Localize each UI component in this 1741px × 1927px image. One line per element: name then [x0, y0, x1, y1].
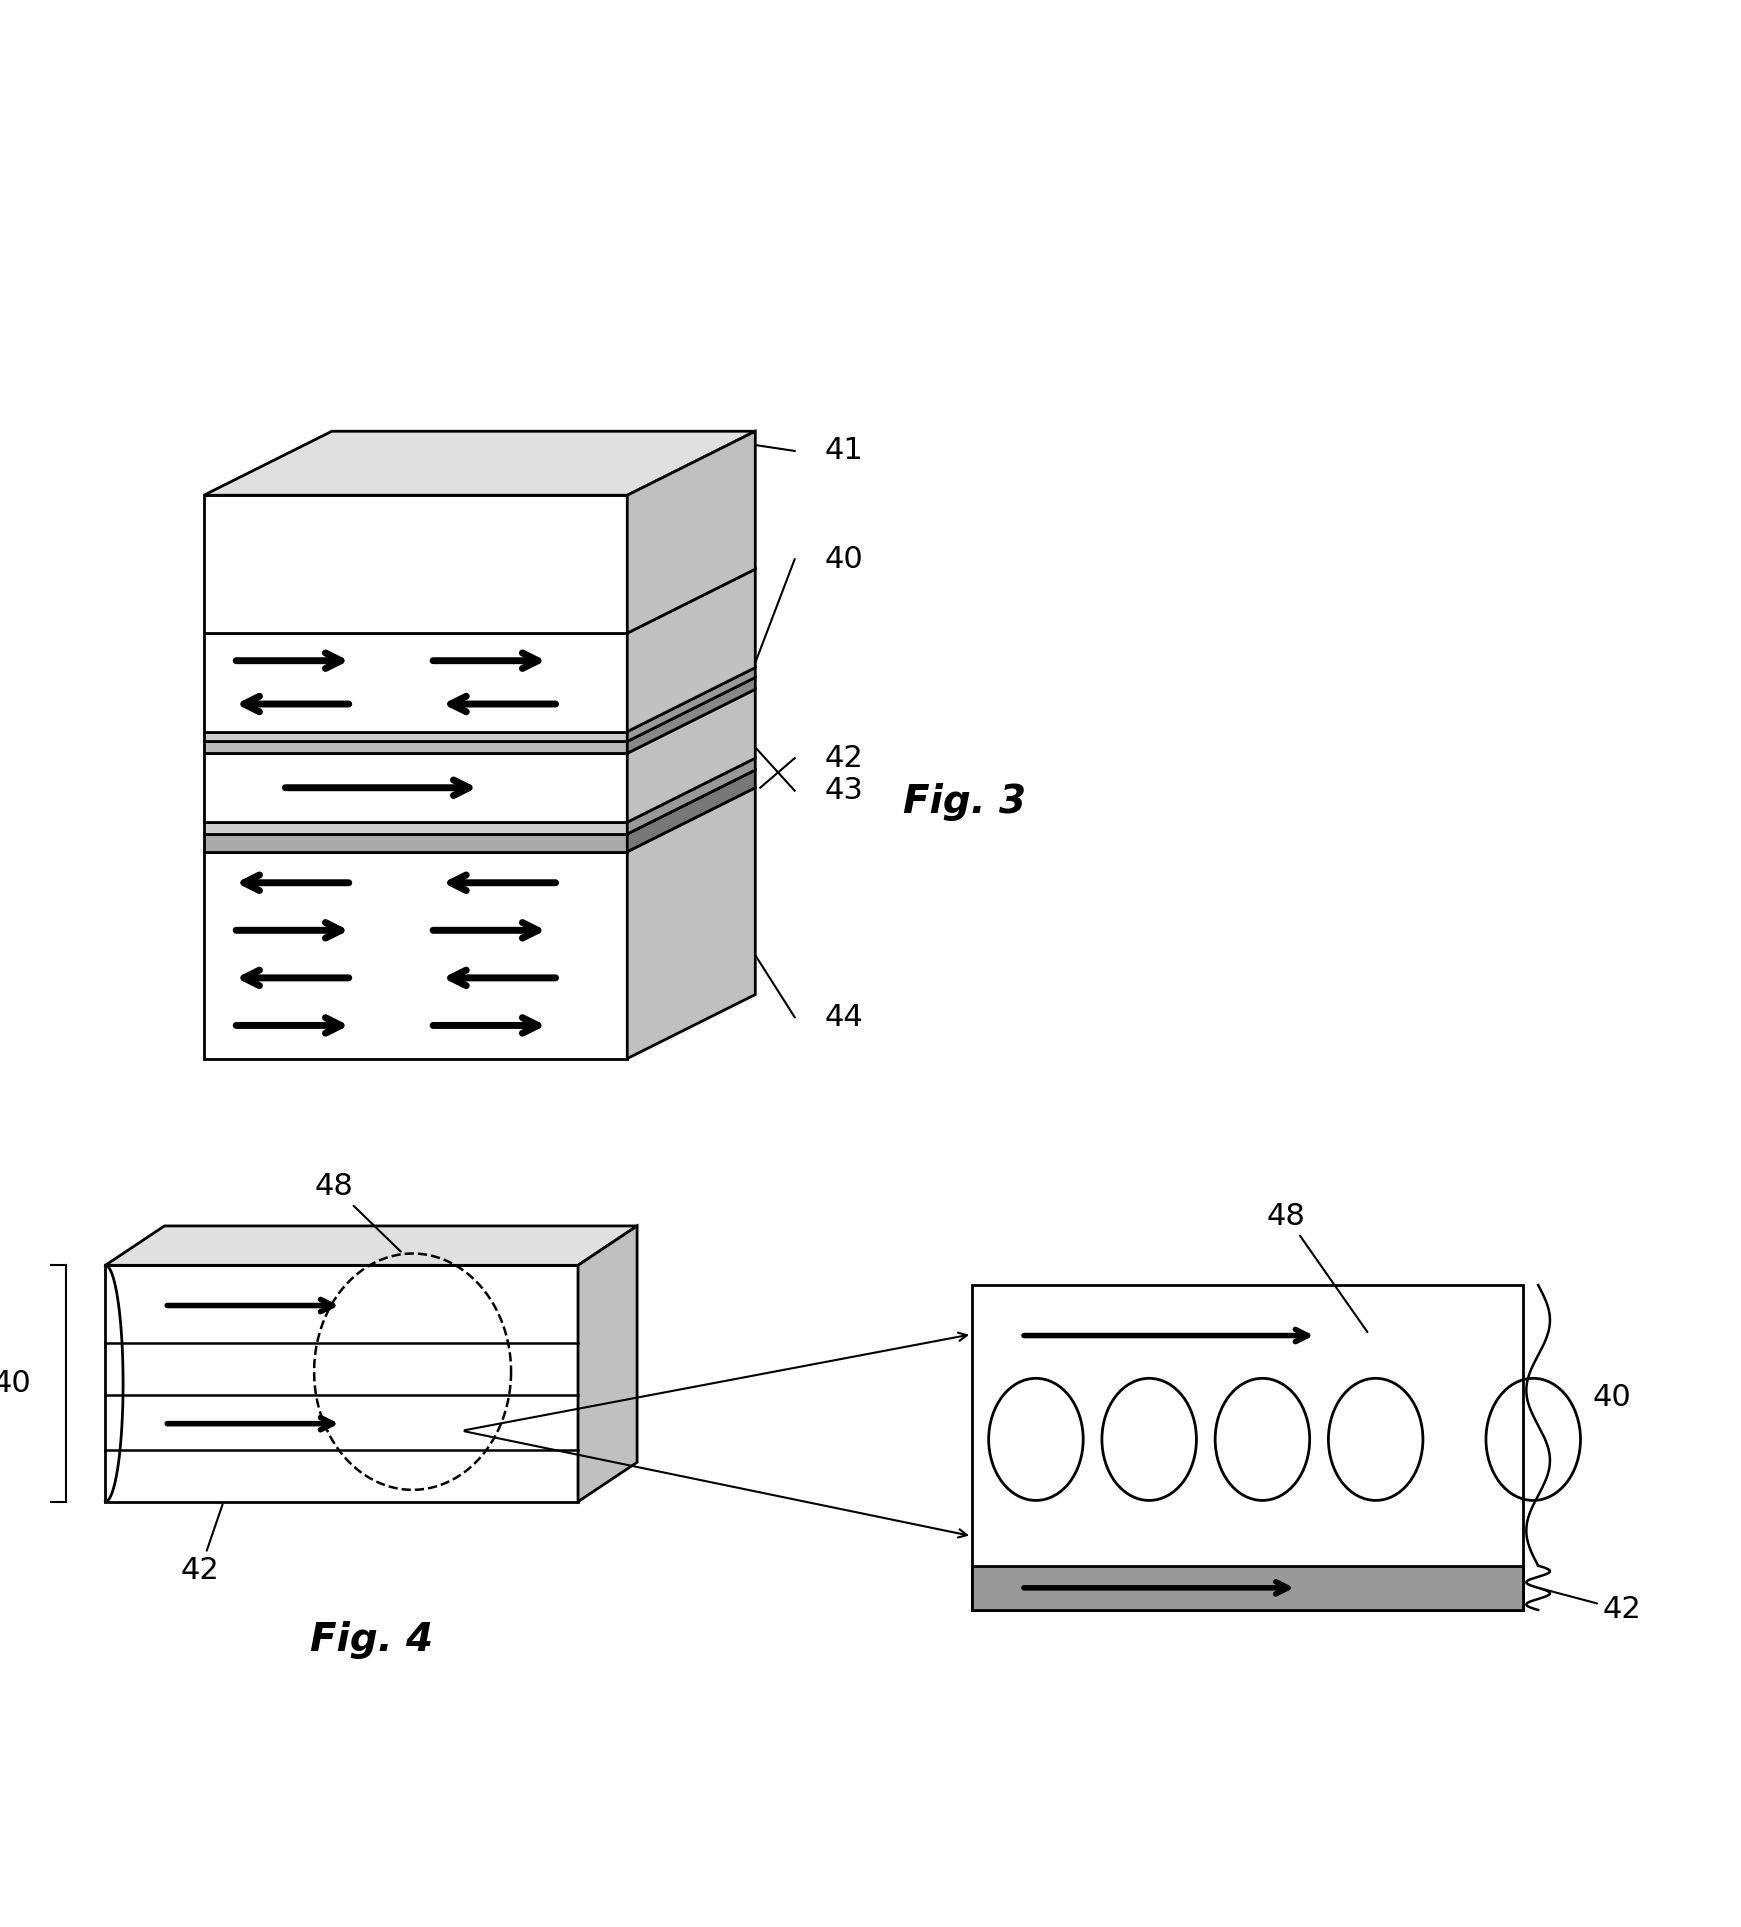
Polygon shape: [971, 1285, 1523, 1609]
Polygon shape: [204, 788, 756, 852]
Polygon shape: [627, 771, 756, 852]
Polygon shape: [204, 568, 756, 634]
Text: 40: 40: [1593, 1384, 1631, 1412]
Polygon shape: [204, 690, 756, 753]
Text: 41: 41: [823, 436, 864, 466]
Polygon shape: [204, 852, 627, 1058]
Polygon shape: [627, 568, 756, 732]
Polygon shape: [204, 753, 627, 823]
Polygon shape: [627, 432, 756, 634]
Text: 42: 42: [1541, 1588, 1642, 1624]
Polygon shape: [204, 634, 627, 732]
Polygon shape: [106, 1266, 578, 1501]
Text: 42: 42: [181, 1505, 223, 1586]
Polygon shape: [578, 1226, 637, 1501]
Polygon shape: [204, 495, 627, 634]
Text: 48: 48: [1267, 1202, 1367, 1332]
Text: 40: 40: [823, 545, 864, 574]
Polygon shape: [204, 667, 756, 732]
Polygon shape: [204, 678, 756, 742]
Polygon shape: [627, 690, 756, 823]
Text: 44: 44: [823, 1002, 864, 1031]
Polygon shape: [204, 432, 756, 495]
Text: 43: 43: [823, 777, 864, 805]
Polygon shape: [106, 1226, 637, 1266]
Polygon shape: [627, 757, 756, 834]
Polygon shape: [204, 834, 627, 852]
Text: Fig. 3: Fig. 3: [904, 784, 1025, 821]
Polygon shape: [204, 732, 627, 742]
Polygon shape: [204, 757, 756, 823]
Polygon shape: [204, 742, 627, 753]
Text: Fig. 4: Fig. 4: [310, 1621, 434, 1659]
Polygon shape: [627, 678, 756, 753]
Polygon shape: [627, 788, 756, 1058]
Polygon shape: [971, 1565, 1523, 1609]
Polygon shape: [627, 667, 756, 742]
Text: 42: 42: [823, 744, 864, 773]
Text: 48: 48: [315, 1172, 400, 1251]
Polygon shape: [204, 771, 756, 834]
Polygon shape: [204, 823, 627, 834]
Text: 40: 40: [0, 1368, 31, 1397]
